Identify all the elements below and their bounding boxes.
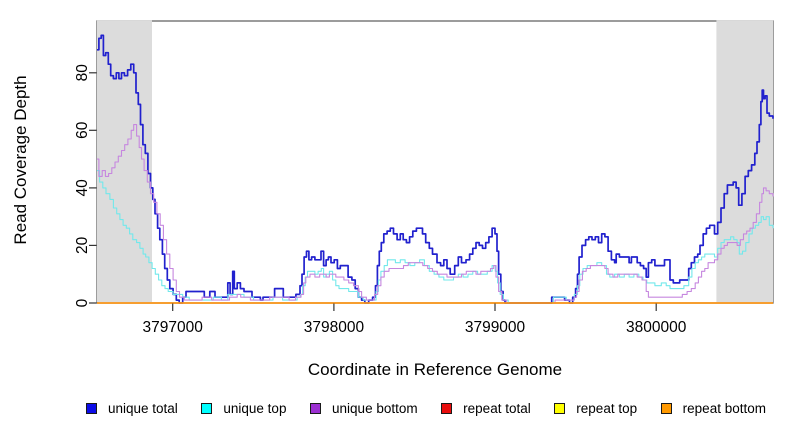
x-tick-label: 3799000 (465, 319, 526, 336)
legend-item-unique-bottom: unique bottom (310, 401, 418, 416)
legend: unique total unique top unique bottom repea… (86, 397, 766, 419)
y-tick-label: 20 (74, 236, 91, 254)
y-axis-title: Read Coverage Depth (11, 75, 30, 244)
legend-label-unique-top: unique top (223, 400, 287, 416)
x-axis-title: Coordinate in Reference Genome (308, 360, 562, 379)
plot-layers: 3797000 3798000 3799000 3800000 0 20 40 60 80 (74, 20, 774, 336)
x-tick-label: 3800000 (626, 319, 687, 336)
repeat-total-swatch-icon (441, 402, 453, 414)
legend-item-repeat-top: repeat top (554, 401, 637, 416)
series-line-unique-total (97, 34, 774, 304)
x-tick-label: 3798000 (304, 319, 365, 336)
legend-item-unique-total: unique total (86, 401, 178, 416)
series-line-unique-bottom (97, 124, 774, 304)
legend-label-repeat-bottom: repeat bottom (682, 400, 766, 416)
x-tick-label: 3797000 (143, 319, 204, 336)
y-tick-label: 60 (74, 121, 91, 139)
legend-label-repeat-total: repeat total (463, 400, 531, 416)
repeat-top-swatch-icon (554, 402, 566, 414)
unique-bottom-swatch-icon (310, 402, 322, 414)
plot-border (96, 20, 774, 304)
legend-label-repeat-top: repeat top (576, 400, 638, 416)
repeat-bottom-swatch-icon (660, 402, 672, 414)
unique-total-swatch-icon (86, 402, 97, 414)
masked-region-left (97, 20, 152, 303)
y-tick-label: 40 (74, 179, 91, 197)
legend-item-repeat-total: repeat total (441, 401, 531, 416)
legend-label-unique-bottom: unique bottom (332, 400, 418, 416)
masked-region-right (716, 20, 773, 303)
legend-item-unique-top: unique top (201, 401, 286, 416)
unique-top-swatch-icon (201, 402, 213, 414)
y-tick-label: 0 (74, 298, 91, 307)
legend-label-unique-total: unique total (108, 400, 178, 416)
y-tick-label: 80 (74, 64, 91, 82)
legend-item-repeat-bottom: repeat bottom (660, 400, 766, 416)
series-line-unique-top (97, 170, 774, 304)
